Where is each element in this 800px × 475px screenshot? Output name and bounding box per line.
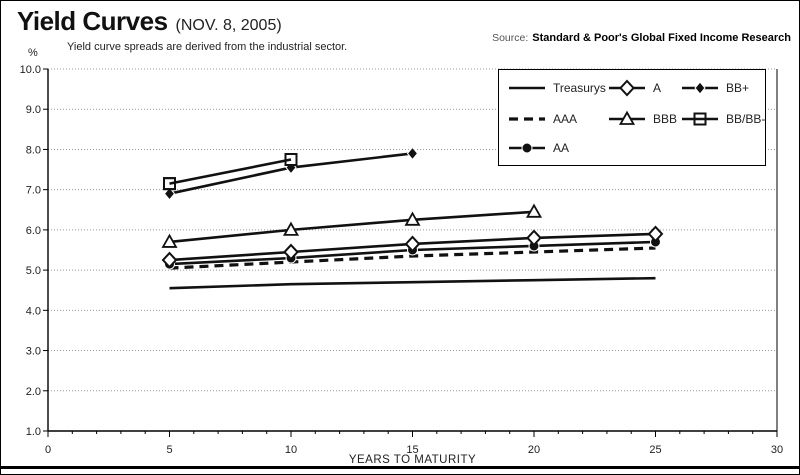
legend-swatch <box>509 86 545 90</box>
chart-date: (NOV. 8, 2005) <box>175 17 282 34</box>
x-tick-label: 10 <box>285 444 297 456</box>
legend-swatch <box>682 81 718 95</box>
legend-item-bb+: BB+ <box>680 79 749 97</box>
y-tick-label: 9.0 <box>26 104 41 116</box>
y-axis-unit-label: % <box>28 47 38 59</box>
x-tick-label: 5 <box>166 444 172 456</box>
y-tick-label: 4.0 <box>26 305 41 317</box>
chart-subtitle: Yield curve spreads are derived from the… <box>67 41 348 53</box>
legend-swatch <box>682 112 718 126</box>
x-tick-label: 20 <box>528 444 540 456</box>
legend-swatch <box>509 117 545 121</box>
legend-swatch <box>609 79 645 97</box>
x-tick-label: 15 <box>406 444 418 456</box>
y-tick-label: 2.0 <box>26 386 41 398</box>
x-tick-label: 30 <box>771 444 783 456</box>
series-a <box>161 225 664 269</box>
legend-label: BB/BB- <box>726 112 766 126</box>
source-label: Source: <box>492 32 529 44</box>
y-tick-label: 8.0 <box>26 144 41 156</box>
legend-label: AAA <box>553 112 578 126</box>
x-tick-label: 0 <box>45 444 51 456</box>
series-aaa <box>169 246 656 270</box>
y-tick-label: 5.0 <box>26 265 41 277</box>
y-tick-label: 6.0 <box>26 225 41 237</box>
legend-item-treasurys: Treasurys <box>507 79 606 97</box>
source-line: Source: Standard & Poor's Global Fixed In… <box>492 32 791 44</box>
x-tick-label: 25 <box>649 444 661 456</box>
tick-marks <box>43 68 778 437</box>
x-axis-title: YEARS TO MATURITY <box>349 454 476 466</box>
legend-swatch <box>609 110 645 125</box>
legend-item-bb-bb-: BB/BB- <box>680 110 765 128</box>
series-bbb <box>161 203 543 248</box>
legend-item-bbb: BBB <box>607 110 677 128</box>
legend-swatch <box>509 142 545 154</box>
legend-label: BB+ <box>726 81 750 95</box>
legend-label: AA <box>553 141 570 155</box>
legend-label: BBB <box>653 112 678 126</box>
y-tick-label: 7.0 <box>26 185 41 197</box>
legend: Treasurys AAA AA A BBB BB+ BB/BB- <box>498 69 766 166</box>
y-tick-label: 10.0 <box>20 64 41 76</box>
source-text: Standard & Poor's Global Fixed Income Re… <box>532 32 791 44</box>
series-treasurys <box>169 276 656 290</box>
legend-item-a: A <box>607 79 661 97</box>
legend-item-aa: AA <box>507 139 569 157</box>
chart-title: Yield Curves <box>17 6 168 36</box>
title-block: Yield Curves (NOV. 8, 2005) <box>17 6 282 37</box>
tick-labels: 0 5 10 15 20 25 30 1.0 2.0 3.0 4.0 5.0 6.0 7.0 8.0 9.0 1… <box>20 64 784 466</box>
y-tick-label: 1.0 <box>26 426 41 438</box>
legend-label: Treasurys <box>553 81 606 95</box>
legend-label: A <box>653 81 662 95</box>
series-bb-bb- <box>163 153 298 191</box>
legend-item-aaa: AAA <box>507 110 577 128</box>
y-tick-label: 3.0 <box>26 346 41 358</box>
bottom-rule <box>1 466 799 469</box>
